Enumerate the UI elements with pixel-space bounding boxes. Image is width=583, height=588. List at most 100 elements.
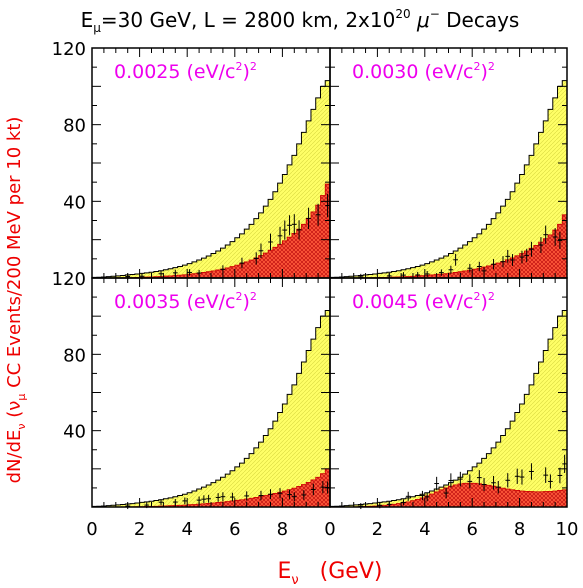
x-tick-label: 2 bbox=[134, 519, 145, 540]
data-point bbox=[277, 226, 283, 245]
x-tick-label: 4 bbox=[181, 519, 192, 540]
data-point bbox=[552, 228, 558, 246]
data-point bbox=[215, 493, 221, 502]
data-point bbox=[424, 492, 430, 502]
data-point bbox=[505, 249, 511, 263]
data-point bbox=[424, 270, 430, 277]
panel-label: 0.0035 (eV/c2)2 bbox=[114, 290, 257, 313]
panels-group: 0.0025 (eV/c2)2 0.0030 (eV/c2)2 0.0035 (eV… bbox=[52, 39, 579, 540]
data-point bbox=[268, 489, 273, 500]
data-point bbox=[239, 257, 245, 269]
data-point bbox=[453, 253, 458, 266]
data-point bbox=[524, 248, 530, 262]
data-point bbox=[481, 477, 487, 492]
data-point bbox=[401, 272, 406, 279]
x-tick-label: 2 bbox=[372, 519, 383, 540]
data-point bbox=[548, 474, 553, 489]
data-point bbox=[467, 263, 473, 273]
histogram-yellow bbox=[91, 309, 331, 508]
data-point bbox=[476, 261, 482, 272]
data-point bbox=[201, 495, 207, 504]
data-point bbox=[519, 250, 525, 264]
data-point bbox=[562, 454, 567, 473]
data-point bbox=[543, 467, 549, 483]
chart-title: Eμ=30 GeV, L = 2800 km, 2x1020 μ− Decays bbox=[81, 7, 520, 35]
data-point bbox=[220, 492, 226, 502]
data-point bbox=[415, 271, 421, 278]
data-point bbox=[310, 483, 316, 496]
data-point bbox=[296, 220, 302, 240]
data-point bbox=[358, 273, 364, 280]
x-tick-label: 6 bbox=[229, 519, 240, 540]
y-tick-label: 120 bbox=[52, 39, 86, 60]
data-point bbox=[420, 490, 425, 501]
panel-label: 0.0025 (eV/c2)2 bbox=[114, 60, 257, 83]
y-tick-label: 80 bbox=[63, 116, 86, 137]
data-point bbox=[529, 241, 534, 257]
data-point bbox=[467, 474, 473, 489]
data-point bbox=[320, 480, 326, 494]
y-tick-label: 120 bbox=[52, 269, 86, 290]
data-point bbox=[291, 492, 297, 502]
data-point bbox=[182, 497, 188, 505]
data-point bbox=[505, 473, 511, 488]
x-tick-label: 6 bbox=[466, 519, 477, 540]
data-point bbox=[405, 491, 411, 501]
data-point bbox=[253, 252, 259, 265]
histogram-yellow bbox=[329, 80, 568, 279]
histogram-yellow bbox=[91, 80, 331, 279]
y-tick-label: 40 bbox=[63, 422, 86, 443]
data-point bbox=[457, 471, 463, 487]
x-tick-label: 0 bbox=[324, 519, 335, 540]
data-point bbox=[514, 468, 520, 484]
data-point bbox=[258, 490, 264, 501]
data-point bbox=[543, 225, 549, 244]
data-point bbox=[268, 233, 273, 251]
data-point bbox=[538, 237, 544, 253]
data-point bbox=[291, 214, 297, 235]
data-point bbox=[448, 473, 454, 488]
histogram-yellow bbox=[329, 309, 568, 508]
data-point bbox=[476, 470, 482, 486]
data-point bbox=[557, 467, 563, 484]
y-axis-label: dN/dEν (νμ CC Events/200 MeV per 10 kt) bbox=[4, 117, 28, 484]
data-point bbox=[325, 193, 330, 218]
x-tick-label: 0 bbox=[86, 519, 97, 540]
data-point bbox=[230, 492, 235, 502]
data-point bbox=[158, 499, 164, 506]
data-point bbox=[495, 480, 501, 494]
x-tick-label: 10 bbox=[556, 519, 579, 540]
x-tick-label: 8 bbox=[277, 519, 288, 540]
x-tick-label: 4 bbox=[419, 519, 430, 540]
data-point bbox=[491, 259, 496, 270]
data-point bbox=[500, 256, 506, 268]
data-point bbox=[557, 231, 563, 249]
data-point bbox=[206, 494, 211, 503]
y-tick-label: 40 bbox=[63, 192, 86, 213]
data-point bbox=[258, 243, 264, 259]
data-point bbox=[244, 491, 250, 501]
panel-label: 0.0045 (eV/c2)2 bbox=[352, 290, 495, 313]
data-point bbox=[439, 269, 444, 276]
data-point bbox=[158, 270, 164, 277]
panel-4: 0.0045 (eV/c2)2 bbox=[329, 277, 568, 510]
data-point bbox=[434, 476, 440, 491]
data-point bbox=[282, 220, 288, 240]
y-tick-label: 80 bbox=[63, 345, 86, 366]
data-point bbox=[510, 254, 515, 266]
x-tick-label: 8 bbox=[514, 519, 525, 540]
panel-2: 0.0030 (eV/c2)2 bbox=[329, 47, 568, 280]
data-point bbox=[187, 269, 192, 276]
data-point bbox=[315, 203, 321, 226]
data-point bbox=[287, 489, 292, 500]
data-point bbox=[519, 469, 525, 485]
data-point bbox=[448, 265, 454, 274]
data-point bbox=[401, 499, 406, 506]
panel-1: 0.0025 (eV/c2)2 bbox=[91, 47, 331, 280]
data-point bbox=[358, 503, 364, 510]
data-point bbox=[529, 463, 534, 480]
panel-label: 0.0030 (eV/c2)2 bbox=[352, 60, 495, 83]
data-point bbox=[220, 265, 226, 274]
data-point bbox=[277, 488, 283, 499]
data-point bbox=[287, 215, 292, 236]
